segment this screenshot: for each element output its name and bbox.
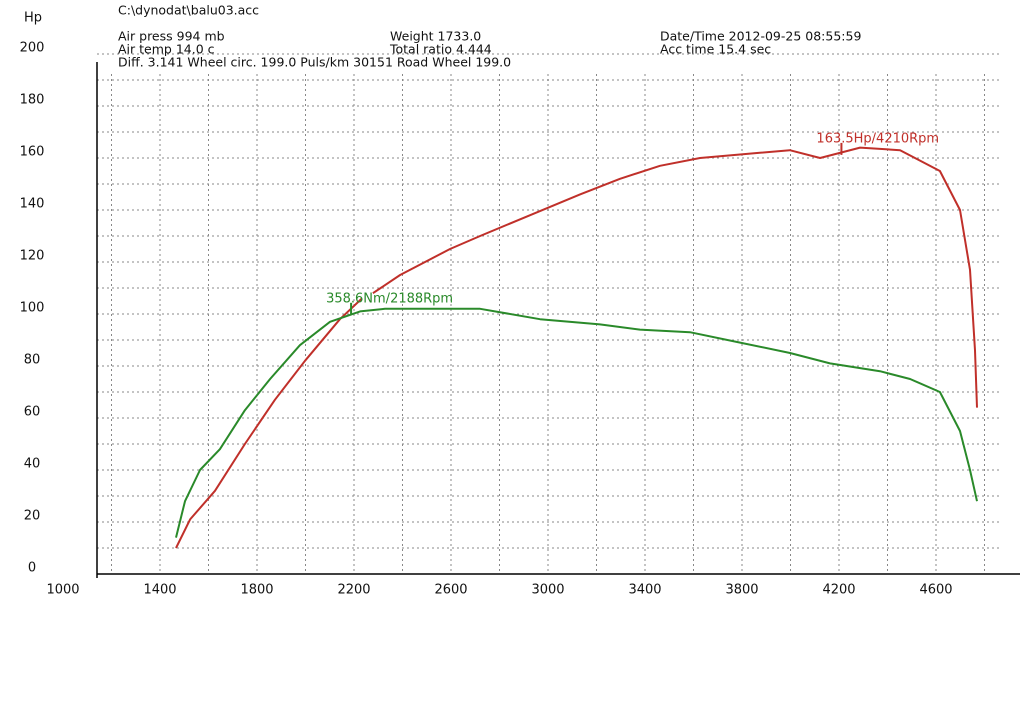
x-tick-label: 1400 xyxy=(143,583,176,598)
y-tick-label: 140 xyxy=(20,197,45,212)
curve xyxy=(175,146,978,549)
curve xyxy=(175,307,978,538)
x-tick-label: 1000 xyxy=(46,583,79,598)
y-tick-label: 0 xyxy=(28,561,36,576)
total-ratio: Total ratio 4.444 xyxy=(389,42,492,57)
y-tick-label: 40 xyxy=(24,457,41,472)
y-axis-label: Hp xyxy=(24,11,42,26)
y-tick-label: 20 xyxy=(24,509,41,524)
acc-time: Acc time 15.4 sec xyxy=(660,42,771,57)
diff-info: Diff. 3.141 Wheel circ. 199.0 Puls/km 30… xyxy=(118,55,511,70)
y-tick-label: 60 xyxy=(24,405,41,420)
x-tick-label: 4200 xyxy=(822,583,855,598)
annotation: 358.6Nm/2188Rpm xyxy=(326,291,453,306)
file-name: C:\dynodat\balu03.acc xyxy=(118,3,259,18)
y-tick-label: 80 xyxy=(24,353,41,368)
y-tick-label: 200 xyxy=(20,41,45,56)
y-tick-label: 160 xyxy=(20,145,45,160)
y-tick-label: 180 xyxy=(20,93,45,108)
date-time: Date/Time 2012-09-25 08:55:59 xyxy=(660,29,861,44)
x-tick-label: 2600 xyxy=(434,583,467,598)
x-tick-label: 3400 xyxy=(628,583,661,598)
x-tick-label: 1800 xyxy=(240,583,273,598)
y-tick-label: 120 xyxy=(20,249,45,264)
weight: Weight 1733.0 xyxy=(390,29,481,44)
air-temp: Air temp 14.0 c xyxy=(118,42,215,57)
y-tick-label: 100 xyxy=(20,301,45,316)
x-tick-label: 3800 xyxy=(725,583,758,598)
x-tick-label: 2200 xyxy=(337,583,370,598)
air-press: Air press 994 mb xyxy=(118,29,225,44)
annotation: 163.5Hp/4210Rpm xyxy=(816,131,939,146)
x-tick-label: 3000 xyxy=(531,583,564,598)
x-tick-label: 4600 xyxy=(919,583,952,598)
